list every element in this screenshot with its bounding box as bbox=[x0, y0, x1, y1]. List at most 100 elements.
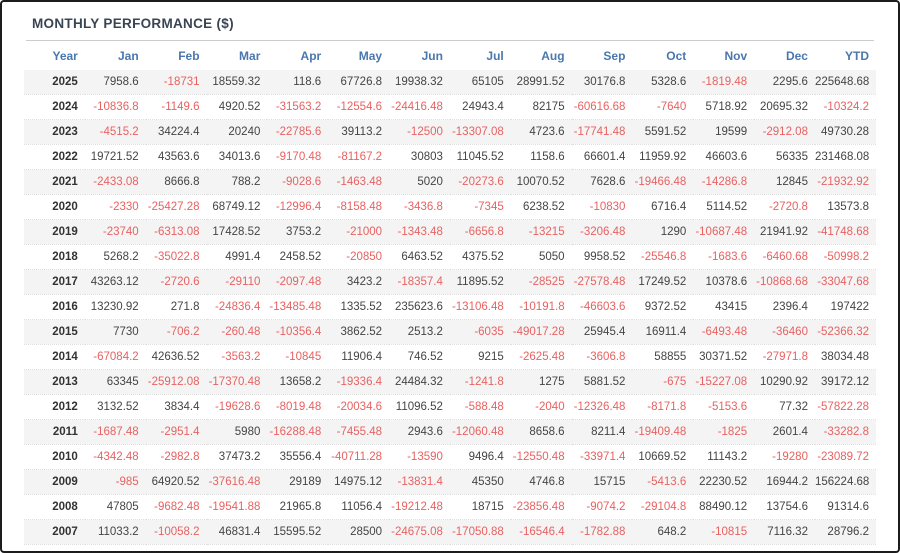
cell-aug: 6238.52 bbox=[523, 201, 565, 213]
cell-ytd: -50998.2 bbox=[823, 251, 869, 263]
cell-may: 39113.2 bbox=[341, 126, 383, 138]
cell-jul: -588.48 bbox=[464, 401, 504, 413]
cell-may: -21000 bbox=[346, 226, 383, 238]
cell-dec: 13754.6 bbox=[766, 501, 808, 513]
cell-dec: -36460 bbox=[772, 326, 808, 338]
column-header-jan: Jan bbox=[118, 49, 139, 63]
cell-jan: 7958.6 bbox=[103, 76, 139, 88]
cell-sep: -12326.48 bbox=[573, 401, 626, 413]
cell-jul: 9496.4 bbox=[468, 451, 504, 463]
cell-jul: 24943.4 bbox=[462, 101, 504, 113]
cell-sep: -3206.48 bbox=[580, 226, 626, 238]
cell-may: 67726.8 bbox=[340, 76, 383, 88]
cell-ytd: 49730.28 bbox=[821, 126, 869, 138]
cell-dec: 7116.32 bbox=[767, 526, 808, 538]
cell-sep: -1782.88 bbox=[580, 526, 626, 538]
cell-oct: 9372.52 bbox=[644, 301, 687, 313]
cell-jan: 5268.2 bbox=[103, 251, 139, 263]
cell-jan: -23740 bbox=[102, 226, 139, 238]
cell-nov: 5114.52 bbox=[706, 201, 748, 213]
cell-ytd: -57822.28 bbox=[817, 401, 869, 413]
table-row-2023: 2023 -4515.2 34224.4 20240 -22785.6 39113.2 -1… bbox=[24, 119, 876, 145]
cell-feb: -25427.28 bbox=[147, 201, 200, 213]
column-header-apr: Apr bbox=[300, 49, 322, 63]
cell-jan: 3132.52 bbox=[97, 401, 139, 413]
column-header-mar: Mar bbox=[239, 49, 261, 63]
cell-dec: -2912.08 bbox=[762, 126, 808, 138]
cell-nov: 5718.92 bbox=[705, 101, 748, 113]
cell-jan: -10836.8 bbox=[93, 101, 139, 113]
cell-dec: -6460.68 bbox=[762, 251, 808, 263]
cell-may: -12554.6 bbox=[336, 101, 383, 113]
cell-nov: -10815 bbox=[711, 526, 748, 538]
cell-dec: 2601.4 bbox=[772, 426, 808, 438]
year-cell: 2021 bbox=[52, 176, 78, 188]
year-cell: 2008 bbox=[52, 501, 78, 513]
cell-jun: 235623.6 bbox=[394, 301, 443, 313]
cell-apr: -22785.6 bbox=[275, 126, 322, 138]
cell-apr: 3753.2 bbox=[286, 226, 322, 238]
year-cell: 2024 bbox=[52, 101, 78, 113]
cell-ytd: 13573.8 bbox=[827, 201, 869, 213]
cell-aug: 1275 bbox=[539, 376, 565, 388]
cell-jun: 746.52 bbox=[407, 351, 443, 363]
cell-aug: 28991.52 bbox=[516, 76, 565, 88]
cell-feb: -6313.08 bbox=[154, 226, 200, 238]
table-row-2010: 2010 -4342.48 -2982.8 37473.2 35556.4 -40711.… bbox=[24, 445, 876, 470]
cell-feb: -18731 bbox=[163, 76, 200, 88]
cell-sep: -9074.2 bbox=[586, 501, 626, 513]
cell-apr: 21965.8 bbox=[279, 501, 322, 513]
cell-dec: 20695.32 bbox=[760, 101, 808, 113]
cell-oct: -5413.6 bbox=[647, 476, 687, 488]
cell-feb: 271.8 bbox=[170, 301, 200, 313]
table-row-2012: 2012 3132.52 3834.4 -19628.6 -8019.48 -20034.… bbox=[24, 395, 876, 420]
cell-feb: 8666.8 bbox=[164, 176, 200, 188]
cell-nov: 10378.6 bbox=[705, 276, 748, 288]
cell-sep: 25945.4 bbox=[583, 326, 626, 338]
cell-oct: -19466.48 bbox=[634, 176, 687, 188]
cell-may: 3423.2 bbox=[346, 276, 383, 288]
cell-apr: -13485.48 bbox=[269, 301, 322, 313]
cell-nov: 43415 bbox=[715, 301, 748, 313]
column-header-nov: Nov bbox=[724, 49, 748, 63]
cell-may: 11906.4 bbox=[341, 351, 383, 363]
table-header: Year Jan Feb Mar Apr May Jun Jul Aug Sep Oct Nov Dec… bbox=[24, 41, 876, 70]
cell-oct: -19409.48 bbox=[634, 426, 687, 438]
cell-jun: 19938.32 bbox=[394, 76, 443, 88]
cell-aug: 82175 bbox=[532, 101, 565, 113]
cell-mar: -29110 bbox=[225, 276, 261, 288]
cell-ytd: 38034.48 bbox=[821, 351, 869, 363]
cell-jul: 11895.52 bbox=[456, 276, 504, 288]
cell-aug: 4746.8 bbox=[529, 476, 565, 488]
table-row-2025: 2025 7958.6 -18731 18559.32 118.6 67726.8 1993… bbox=[24, 70, 876, 95]
cell-aug: -12550.48 bbox=[512, 451, 565, 463]
cell-mar: -17370.48 bbox=[208, 376, 261, 388]
cell-sep: 30176.8 bbox=[583, 76, 626, 88]
year-cell: 2007 bbox=[52, 526, 78, 538]
cell-jul: 65105 bbox=[471, 76, 504, 88]
cell-ytd: -33047.68 bbox=[817, 276, 869, 288]
cell-apr: -8019.48 bbox=[275, 401, 322, 413]
cell-jun: -3436.8 bbox=[403, 201, 443, 213]
cell-jan: -1687.48 bbox=[93, 426, 139, 438]
cell-sep: -17741.48 bbox=[573, 126, 626, 138]
monthly-performance-table: Year Jan Feb Mar Apr May Jun Jul Aug Sep Oct Nov Dec… bbox=[24, 41, 876, 545]
cell-oct: -675 bbox=[663, 376, 687, 388]
cell-jul: -13106.48 bbox=[451, 301, 504, 313]
cell-ytd: 39172.12 bbox=[821, 376, 869, 388]
cell-nov: 88490.12 bbox=[699, 501, 748, 513]
cell-jul: -7345 bbox=[474, 201, 504, 213]
year-cell: 2019 bbox=[52, 226, 78, 238]
cell-dec: 16944.2 bbox=[766, 476, 808, 488]
cell-jan: -2330 bbox=[109, 201, 139, 213]
cell-jan: 11033.2 bbox=[97, 526, 139, 538]
cell-dec: 10290.92 bbox=[760, 376, 808, 388]
cell-feb: -1149.6 bbox=[161, 101, 200, 113]
cell-oct: 648.2 bbox=[657, 526, 687, 538]
cell-ytd: 156224.68 bbox=[814, 476, 870, 488]
year-cell: 2014 bbox=[52, 351, 78, 363]
year-cell: 2022 bbox=[52, 151, 78, 163]
cell-jul: -20273.6 bbox=[458, 176, 504, 188]
cell-nov: -15227.08 bbox=[695, 376, 748, 388]
